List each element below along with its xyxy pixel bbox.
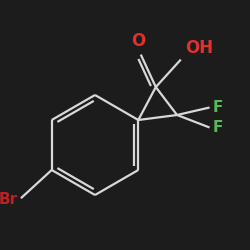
Text: OH: OH <box>185 38 214 56</box>
Text: F: F <box>212 120 223 135</box>
Text: Br: Br <box>0 192 18 207</box>
Text: F: F <box>212 100 223 115</box>
Text: O: O <box>131 32 146 50</box>
